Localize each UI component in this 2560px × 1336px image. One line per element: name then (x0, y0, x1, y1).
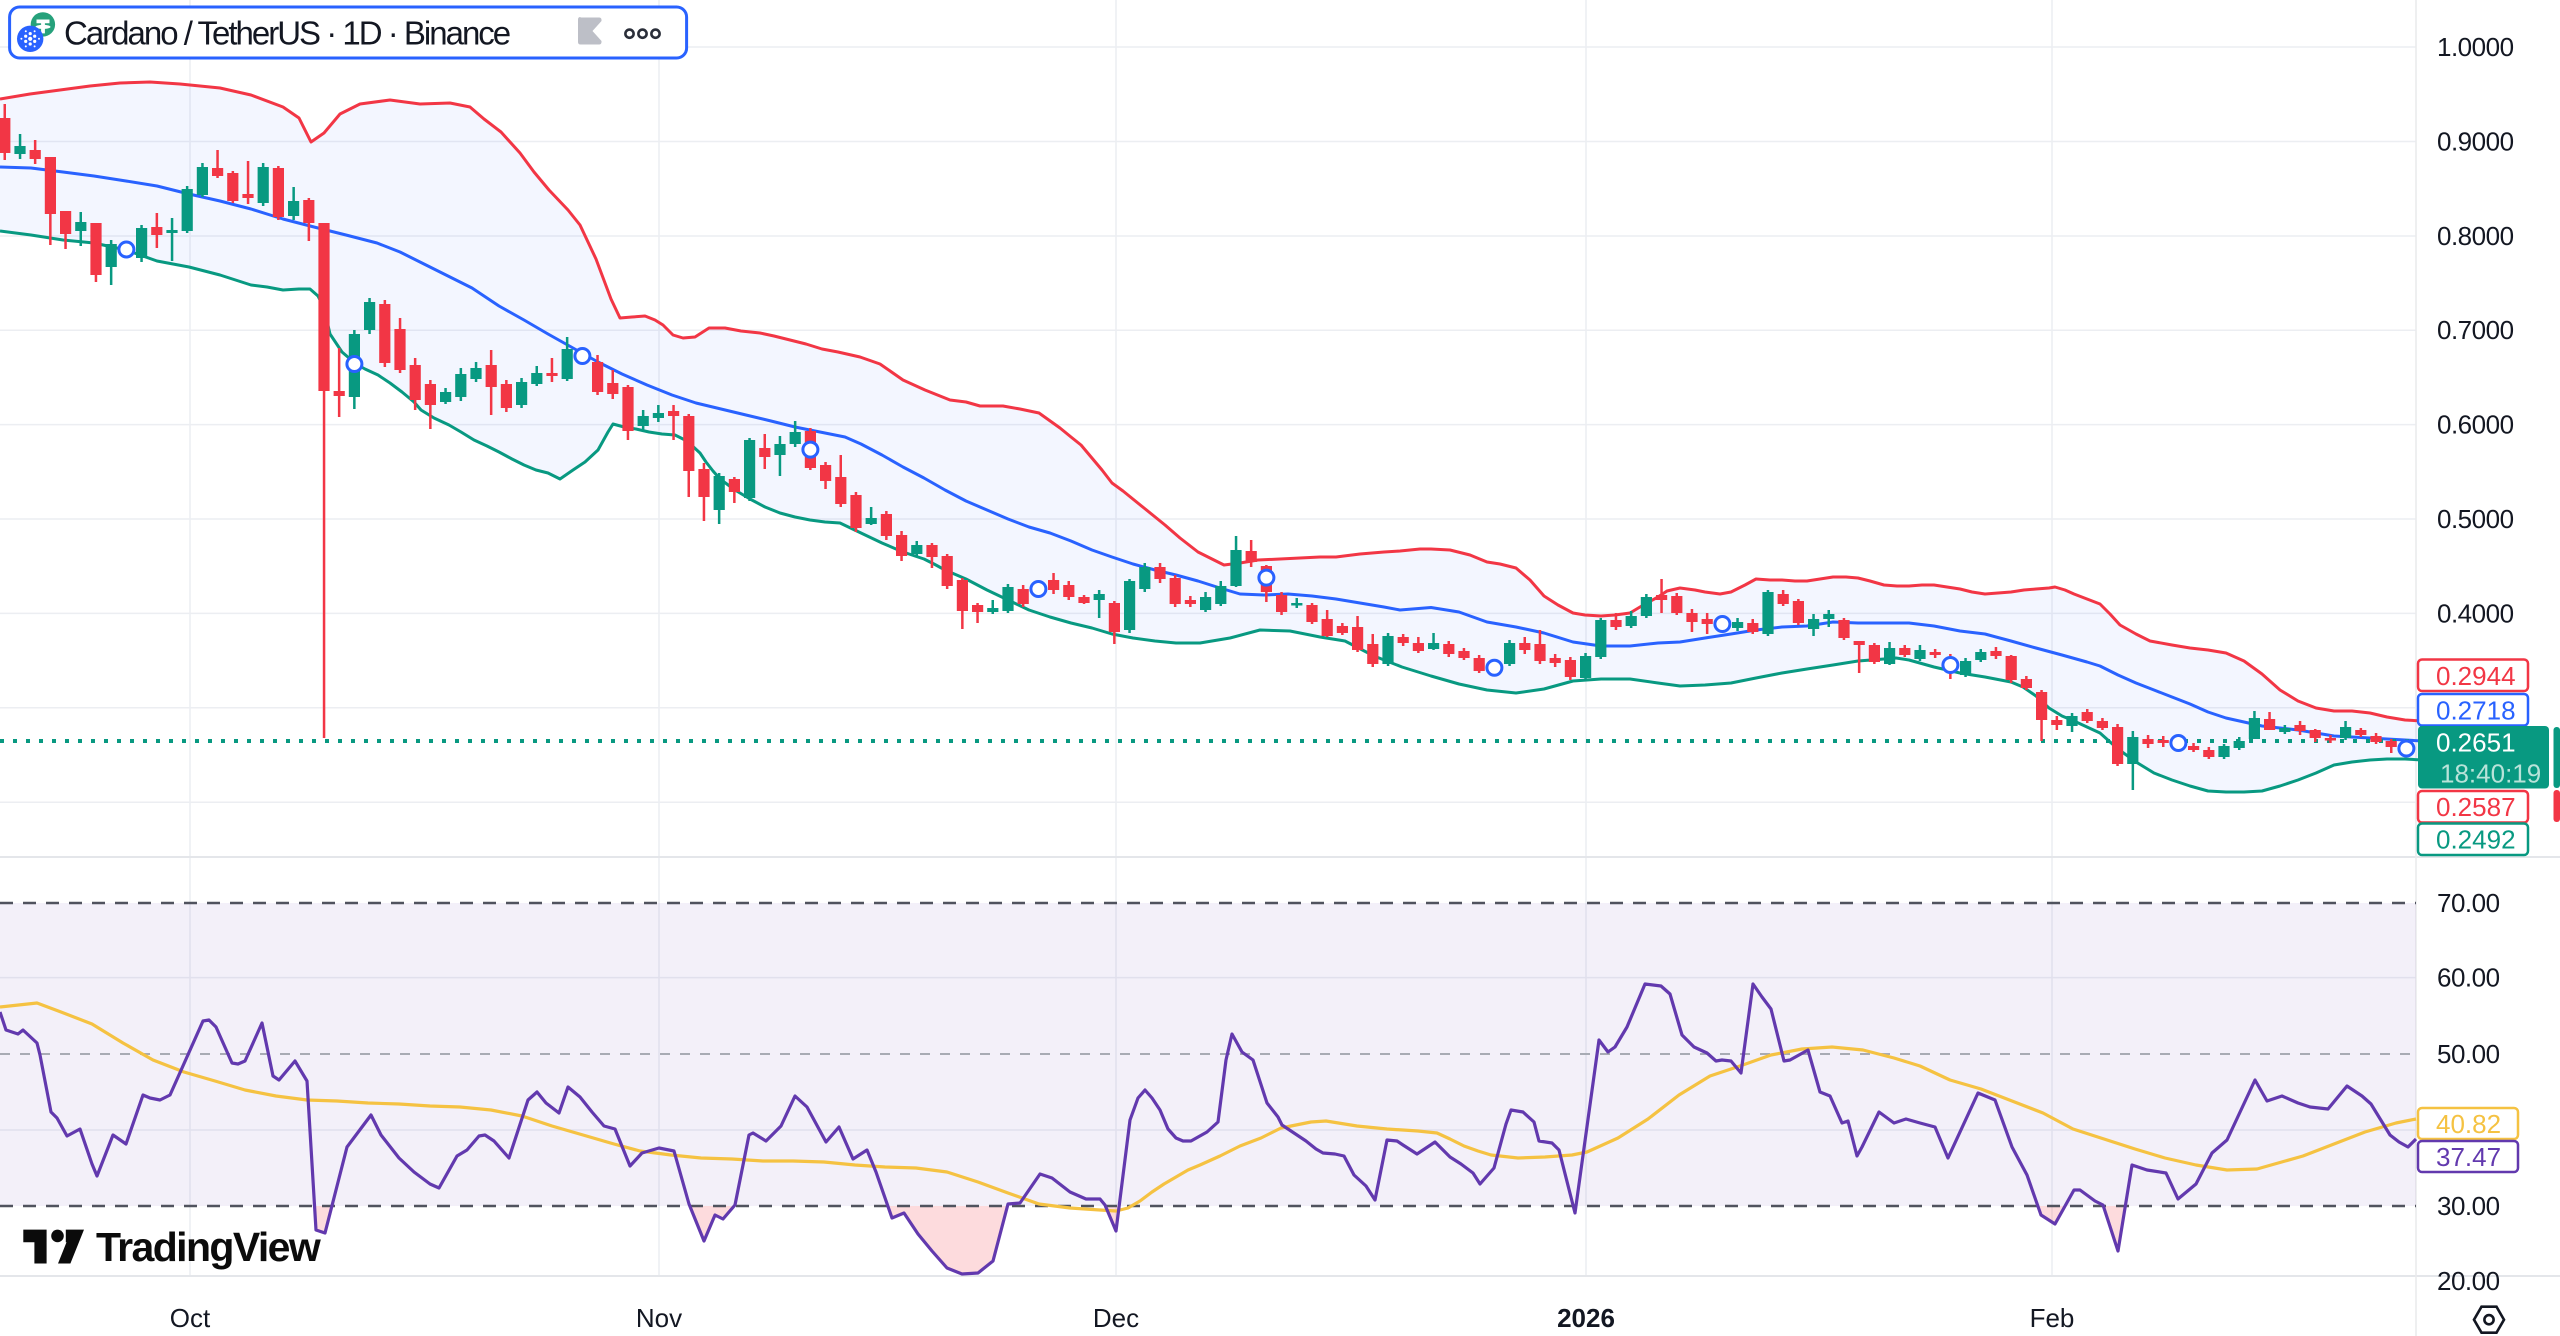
svg-text:0.7000: 0.7000 (2437, 315, 2514, 345)
svg-text:37.47: 37.47 (2436, 1142, 2501, 1172)
svg-text:0.4000: 0.4000 (2437, 598, 2514, 628)
svg-text:Feb: Feb (2030, 1303, 2075, 1333)
svg-text:0.5000: 0.5000 (2437, 504, 2514, 534)
svg-text:30.00: 30.00 (2437, 1191, 2500, 1221)
svg-text:Nov: Nov (636, 1303, 682, 1333)
svg-text:0.6000: 0.6000 (2437, 410, 2514, 440)
svg-text:0.8000: 0.8000 (2437, 221, 2514, 251)
svg-text:2026: 2026 (1557, 1303, 1615, 1333)
svg-text:60.00: 60.00 (2437, 963, 2500, 993)
svg-text:0.9000: 0.9000 (2437, 127, 2514, 157)
svg-text:20.00: 20.00 (2437, 1266, 2500, 1296)
svg-text:0.2587: 0.2587 (2436, 792, 2516, 822)
svg-text:70.00: 70.00 (2437, 888, 2500, 918)
svg-text:50.00: 50.00 (2437, 1039, 2500, 1069)
svg-text:Cardano / TetherUS · 1D · Bina: Cardano / TetherUS · 1D · Binance (64, 15, 510, 52)
svg-text:0.2492: 0.2492 (2436, 825, 2516, 855)
svg-text:0.2944: 0.2944 (2436, 661, 2516, 691)
svg-text:Dec: Dec (1093, 1303, 1139, 1333)
svg-text:0.2718: 0.2718 (2436, 696, 2516, 726)
svg-text:18:40:19: 18:40:19 (2440, 759, 2541, 789)
svg-text:TradingView: TradingView (96, 1224, 321, 1270)
svg-text:40.82: 40.82 (2436, 1109, 2501, 1139)
svg-text:0.2651: 0.2651 (2436, 728, 2516, 758)
svg-text:Oct: Oct (170, 1303, 211, 1333)
svg-text:1.0000: 1.0000 (2437, 32, 2514, 62)
